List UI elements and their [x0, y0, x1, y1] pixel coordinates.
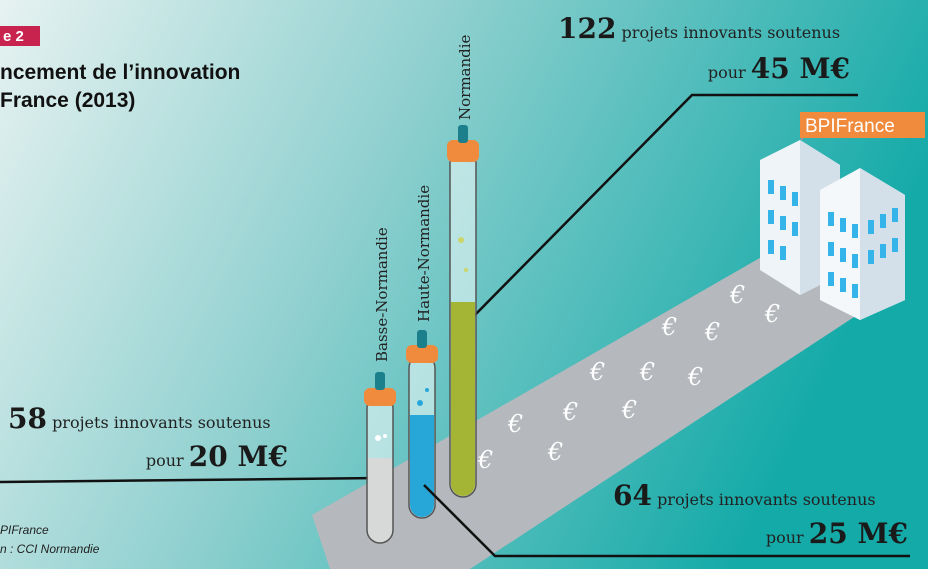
euro: €: [661, 313, 677, 341]
callout-text: projets innovants soutenus: [622, 23, 841, 42]
euro: €: [621, 396, 637, 424]
euro: €: [589, 358, 605, 386]
tube: [406, 330, 438, 518]
euro: €: [729, 281, 745, 309]
source: n : CCI Normandie: [0, 542, 100, 556]
tube: [364, 372, 396, 543]
euro: €: [764, 300, 780, 328]
count: 122: [558, 12, 616, 45]
euro: €: [687, 363, 703, 391]
infographic: e 2 ncement de l’innovation France (2013…: [0, 0, 928, 569]
title: France (2013): [0, 89, 135, 112]
source: PIFrance: [0, 523, 49, 537]
amount: 20 M€: [189, 440, 288, 473]
euro: €: [562, 398, 578, 426]
tube-label: Haute-Normandie: [415, 185, 433, 322]
tube-label: Normandie: [456, 34, 474, 120]
pour: pour: [708, 63, 746, 82]
euro: €: [704, 318, 720, 346]
euro: €: [477, 446, 493, 474]
amount: 45 M€: [751, 52, 850, 85]
tube: [447, 125, 479, 497]
building-flag: BPIFrance: [805, 116, 895, 137]
callout-text: projets innovants soutenus: [657, 490, 876, 509]
count: 58: [8, 402, 47, 435]
pour: pour: [766, 528, 804, 547]
amount: 25 M€: [809, 517, 908, 550]
tag: e 2: [3, 28, 24, 45]
count: 64: [613, 479, 652, 512]
euro: €: [507, 410, 523, 438]
pour: pour: [146, 451, 184, 470]
callout-text: projets innovants soutenus: [52, 413, 271, 432]
euro: €: [547, 438, 563, 466]
tube-label: Basse-Normandie: [373, 227, 391, 362]
euro: €: [639, 358, 655, 386]
title: ncement de l’innovation: [0, 61, 240, 84]
